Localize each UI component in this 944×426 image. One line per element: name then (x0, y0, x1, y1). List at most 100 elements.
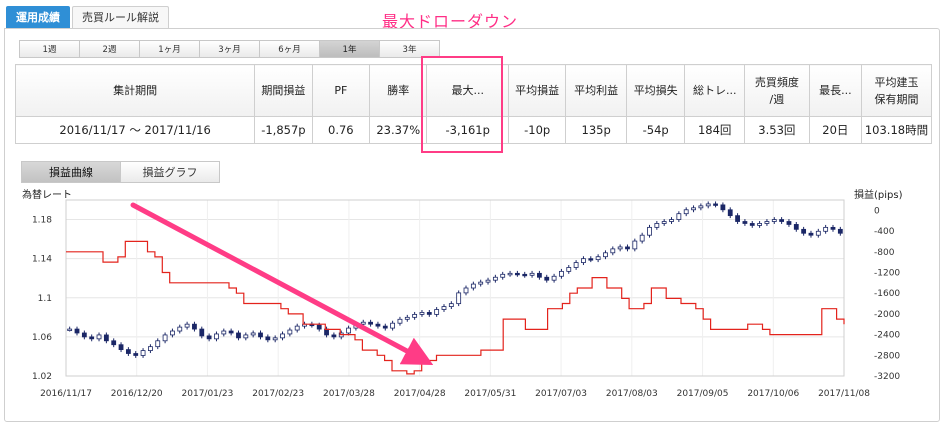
value-period: 2016/11/17 〜 2017/11/16 (14, 116, 256, 144)
stats-value-row: 2016/11/17 〜 2017/11/16 -1,857p 0.76 23.… (14, 116, 933, 144)
candle-body (170, 330, 175, 336)
period-1-month[interactable]: 1ヶ月 (139, 40, 200, 58)
right-tick-label: -800 (874, 248, 895, 258)
drawdown-arrow (130, 202, 434, 366)
candle-body (581, 258, 586, 263)
value-win-rate: 23.37% (369, 116, 428, 144)
period-3-months[interactable]: 3ヶ月 (199, 40, 260, 58)
candle-body (566, 267, 572, 272)
candle-body (500, 273, 506, 278)
candle-body (529, 272, 535, 276)
candle-body (735, 215, 740, 222)
candle-body (155, 340, 161, 348)
header-longest: 最長... (808, 64, 862, 117)
candle-body (162, 334, 168, 342)
candle-body (140, 350, 146, 356)
candle-body (265, 336, 271, 341)
candle-body (837, 228, 843, 234)
candle-body (610, 248, 616, 254)
candle-body (485, 279, 491, 283)
right-tick-label: -2800 (874, 351, 900, 361)
left-tick-label: 1.14 (32, 255, 52, 265)
candle-body (250, 332, 256, 336)
right-tick-label: -1600 (874, 289, 900, 299)
candle-body (595, 256, 601, 261)
tab-pl-curve[interactable]: 損益曲線 (21, 161, 121, 183)
chart-tabs: 損益曲線 損益グラフ (21, 161, 220, 183)
value-avg-holding: 103.18時間 (860, 116, 933, 144)
left-axis-title: 為替レート (22, 188, 72, 201)
candle-body (823, 226, 829, 232)
candle-body (779, 219, 785, 222)
candle-body (647, 226, 652, 236)
x-axis-ticks: 2016/11/17 2016/12/20 2017/01/23 2017/02/23… (40, 389, 870, 399)
performance-panel (4, 28, 940, 422)
candle-body (522, 273, 528, 277)
candle-body (294, 325, 300, 331)
candle-body (771, 219, 777, 222)
header-pf: PF (311, 64, 371, 117)
candle-body (148, 346, 153, 351)
tab-performance[interactable]: 運用成績 (6, 6, 70, 28)
candle-body (683, 209, 689, 215)
tab-pl-graph[interactable]: 損益グラフ (120, 161, 220, 183)
period-3-years[interactable]: 3年 (379, 40, 440, 58)
candle-body (221, 330, 227, 335)
candle-body (573, 262, 579, 268)
candle-body (441, 306, 447, 310)
candle-body (397, 318, 403, 324)
candle-body (815, 230, 821, 236)
right-tick-label: -2400 (874, 331, 900, 341)
stats-header-row: 集計期間 期間損益 PF 勝率 最大... 平均損益 平均利益 平均損失 総トレ… (14, 64, 933, 117)
candle-body (639, 234, 645, 242)
candle-body (793, 224, 799, 230)
x-tick-label: 2017/07/03 (535, 389, 587, 399)
candle-body (625, 246, 630, 250)
candle-body (375, 323, 381, 327)
x-tick-label: 2017/09/05 (677, 389, 729, 399)
period-2-weeks[interactable]: 2週 (79, 40, 140, 58)
header-period-pl: 期間損益 (254, 64, 313, 117)
value-pf: 0.76 (311, 116, 371, 144)
x-tick-label: 2016/11/17 (40, 389, 92, 399)
candle-body (749, 223, 755, 226)
candle-body (67, 328, 73, 331)
candle-body (537, 272, 542, 278)
candle-body (757, 223, 762, 226)
candle-body (470, 283, 476, 289)
candle-body (368, 321, 373, 325)
candle-body (448, 303, 454, 307)
stats-table: 集計期間 期間損益 PF 勝率 最大... 平均損益 平均利益 平均損失 総トレ… (14, 64, 933, 144)
x-tick-label: 2017/10/06 (747, 389, 799, 399)
x-tick-label: 2017/01/23 (182, 389, 234, 399)
candle-body (287, 329, 293, 335)
candle-body (786, 221, 792, 225)
left-tick-label: 1.1 (38, 294, 52, 304)
main-tabs: 運用成績 売買ルール解説 (6, 6, 171, 28)
candle-body (551, 275, 557, 281)
candle-body (192, 323, 197, 330)
price-candles (67, 201, 843, 358)
value-period-pl: -1,857p (254, 116, 313, 144)
header-total-trades: 総トレ... (684, 64, 745, 117)
candle-body (206, 335, 212, 340)
value-longest: 20日 (808, 116, 862, 144)
candle-body (720, 204, 726, 211)
value-avg-profit: 135p (565, 116, 627, 144)
candle-body (404, 316, 410, 320)
candle-body (727, 209, 733, 217)
candle-body (331, 334, 337, 338)
candle-body (81, 332, 87, 338)
left-tick-label: 1.02 (32, 372, 52, 382)
candle-body (434, 309, 440, 315)
value-trade-frequency: 3.53回 (743, 116, 810, 144)
tab-trade-rules[interactable]: 売買ルール解説 (72, 6, 169, 28)
candle-body (272, 337, 278, 341)
candle-body (588, 258, 594, 261)
candle-body (742, 221, 748, 224)
candle-body (390, 322, 396, 329)
candle-body (228, 330, 234, 334)
candle-body (96, 334, 102, 340)
candle-body (463, 287, 469, 294)
